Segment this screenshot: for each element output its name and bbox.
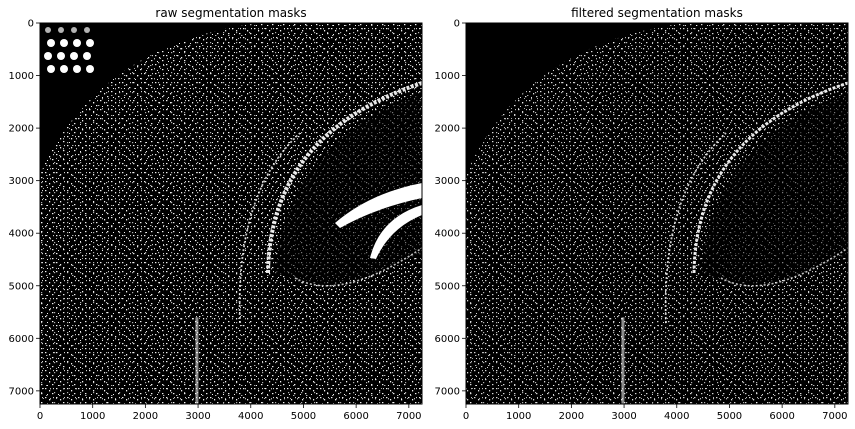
x-tick-label: 7000 (396, 411, 421, 422)
inset-dot (83, 52, 91, 60)
chart-title: raw segmentation masks (155, 6, 306, 20)
axes-frame (465, 22, 849, 405)
y-tick-label: 3000 (435, 176, 460, 187)
y-tick-label: 6000 (435, 334, 460, 345)
y-tick-label: 2000 (435, 124, 460, 135)
y-tick-label: 6000 (9, 334, 34, 345)
y-tick-label: 5000 (435, 281, 460, 292)
x-tick-label: 3000 (611, 411, 636, 422)
y-tick-label: 4000 (435, 229, 460, 240)
x-tick-label: 1000 (506, 411, 531, 422)
inset-dot (60, 39, 68, 47)
inset-dot (57, 52, 65, 60)
y-tick-label: 1000 (435, 71, 460, 82)
y-tick-label: 7000 (435, 386, 460, 397)
cell-band-lower (294, 247, 422, 287)
chart-title: filtered segmentation masks (571, 6, 743, 20)
axes-frame (39, 22, 423, 405)
x-tick-label: 7000 (822, 411, 847, 422)
y-tick-label: 4000 (9, 229, 34, 240)
y-tick-label: 2000 (9, 124, 34, 135)
inset-dot (86, 39, 94, 47)
inset-dot (73, 65, 81, 73)
inset-dot (70, 52, 78, 60)
x-tick-label: 4000 (238, 411, 263, 422)
y-tick-label: 3000 (9, 176, 34, 187)
large-mask-blob (335, 183, 422, 228)
x-tick-label: 6000 (343, 411, 368, 422)
y-tick-label: 5000 (9, 281, 34, 292)
x-tick-label: 2000 (133, 411, 158, 422)
x-tick-label: 5000 (717, 411, 742, 422)
x-tick-label: 3000 (185, 411, 210, 422)
cell-band-outer (238, 132, 301, 324)
mask-texture (40, 23, 422, 404)
x-tick-label: 6000 (769, 411, 794, 422)
inset-dot (45, 27, 51, 33)
y-tick-label: 0 (454, 19, 460, 30)
x-tick-label: 4000 (664, 411, 689, 422)
cell-band-lower (720, 247, 848, 287)
panel-filtered: filtered segmentation masks 0 1000 2000 3000… (435, 6, 849, 422)
bright-streak (195, 317, 199, 404)
inset-dot (47, 39, 55, 47)
tissue-region-overlay (466, 23, 848, 404)
mask-texture (466, 23, 848, 404)
inset-dot (47, 65, 55, 73)
inset-dot (84, 27, 90, 33)
large-mask-blob-2 (370, 205, 422, 259)
cell-band (692, 81, 848, 274)
inset-dot (58, 27, 64, 33)
x-tick-label: 5000 (291, 411, 316, 422)
cell-band (266, 81, 422, 274)
panel-raw: raw segmentation masks 0 1000 2000 3000 4000 5… (9, 6, 423, 422)
inset-dot (60, 65, 68, 73)
x-tick-label: 0 (463, 411, 469, 422)
y-tick-label: 1000 (9, 71, 34, 82)
inset-dot (73, 39, 81, 47)
inset-dot (86, 65, 94, 73)
x-tick-label: 0 (37, 411, 43, 422)
y-tick-label: 0 (28, 19, 34, 30)
x-tick-label: 2000 (559, 411, 584, 422)
inset-dot (44, 52, 52, 60)
inner-region-speckle (701, 93, 848, 285)
cell-band-outer (664, 132, 727, 324)
inset-dot (71, 27, 77, 33)
tissue-region-overlay (40, 23, 422, 404)
x-tick-label: 1000 (80, 411, 105, 422)
y-tick-label: 7000 (9, 386, 34, 397)
bright-streak (621, 317, 625, 404)
